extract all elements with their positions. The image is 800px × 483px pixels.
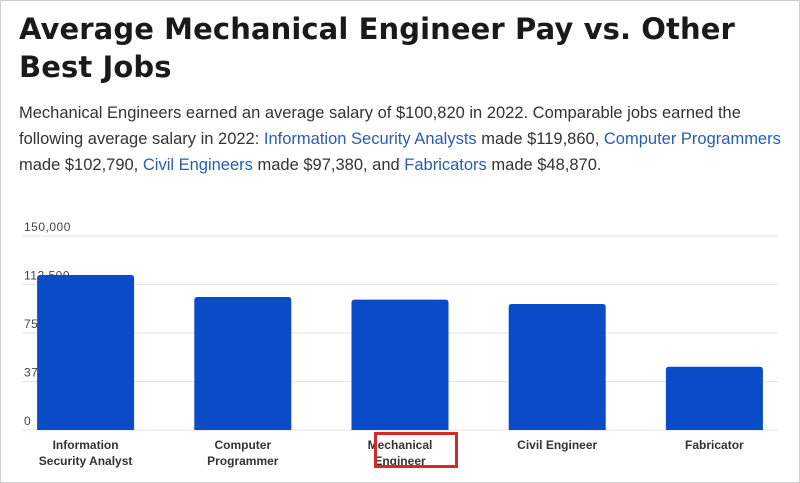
summary-text: made $97,380, and: [252, 156, 405, 174]
link-information-security-analysts[interactable]: Information Security Analysts: [263, 130, 477, 148]
bar: [665, 366, 763, 430]
x-tick-label: Security Analyst: [39, 454, 133, 468]
y-tick-label: 0: [24, 414, 31, 428]
summary-text: made $48,870.: [486, 156, 602, 174]
link-civil-engineers[interactable]: Civil Engineers: [142, 156, 253, 174]
x-tick-label: Mechanical: [368, 438, 433, 452]
page-title: Average Mechanical Engineer Pay vs. Othe…: [19, 12, 735, 84]
x-tick-label: Fabricator: [685, 438, 744, 452]
y-tick-label: 150,000: [24, 220, 71, 234]
summary-text: made $119,860,: [476, 130, 604, 148]
summary-text: Mechanical Engineers earned an average s…: [19, 104, 741, 148]
bar: [37, 274, 135, 430]
salary-summary: Mechanical Engineers earned an average s…: [19, 100, 789, 178]
x-tick-label: Programmer: [207, 454, 279, 468]
bar: [194, 297, 292, 430]
bar: [508, 304, 606, 430]
x-tick-label: Engineer: [374, 454, 426, 468]
link-fabricators[interactable]: Fabricators: [404, 156, 487, 174]
bar: [351, 299, 449, 430]
x-tick-label: Civil Engineer: [517, 438, 597, 452]
highlight-box: [374, 432, 458, 468]
salary-bar-chart: 037,50075,000112,500150,000InformationSe…: [22, 220, 778, 468]
x-tick-label: Computer: [214, 438, 271, 452]
x-tick-label: Information: [53, 438, 119, 452]
link-computer-programmers[interactable]: Computer Programmers: [603, 130, 781, 148]
summary-text: made $102,790,: [19, 156, 143, 174]
